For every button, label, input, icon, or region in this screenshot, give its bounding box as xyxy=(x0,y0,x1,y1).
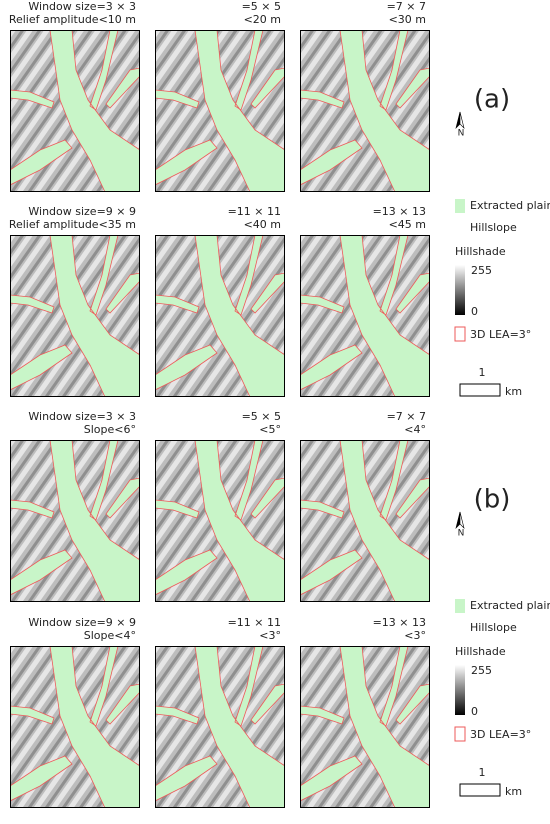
panel-title: Window size=3 × 3 xyxy=(28,410,136,423)
scale-bar xyxy=(459,383,501,397)
legend-hillslope: Hillslope xyxy=(470,221,517,234)
ramp-low: 0 xyxy=(471,305,478,318)
legend-hillshade: Hillshade xyxy=(455,245,506,258)
panel-subtitle: <20 m xyxy=(244,13,281,26)
panel-subtitle: <3° xyxy=(404,629,426,642)
legend-plain: Extracted plain xyxy=(470,199,550,212)
map-panel xyxy=(10,646,140,808)
scale-value: 1 xyxy=(479,366,486,379)
map-panel xyxy=(155,440,285,602)
panel-subtitle: <45 m xyxy=(389,218,426,231)
section-label: (a) xyxy=(474,85,510,115)
map-panel xyxy=(300,235,430,397)
map-panel xyxy=(300,440,430,602)
hillshade-ramp xyxy=(455,265,465,315)
legend-hillshade: Hillshade xyxy=(455,645,506,658)
boundary-swatch xyxy=(454,726,466,742)
plain-swatch xyxy=(455,599,465,613)
panel-title: =11 × 11 xyxy=(228,205,281,218)
legend-hillslope: Hillslope xyxy=(470,621,517,634)
legend-boundary: 3D LEA=3° xyxy=(470,728,531,741)
scale-bar xyxy=(459,783,501,797)
panel-subtitle: <3° xyxy=(259,629,281,642)
hillshade-ramp xyxy=(455,665,465,715)
north-label: N xyxy=(458,129,465,139)
ramp-high: 255 xyxy=(471,664,492,677)
panel-title: Window size=9 × 9 xyxy=(28,616,136,629)
map-panel xyxy=(10,235,140,397)
scale-unit: km xyxy=(505,785,522,798)
panel-subtitle: Relief amplitude<10 m xyxy=(9,13,136,26)
north-arrow-half xyxy=(459,111,465,129)
scale-value: 1 xyxy=(479,766,486,779)
map-panel xyxy=(155,235,285,397)
panel-subtitle: <40 m xyxy=(244,218,281,231)
panel-title: =11 × 11 xyxy=(228,616,281,629)
map-panel xyxy=(155,30,285,192)
ramp-high: 255 xyxy=(471,264,492,277)
north-arrow xyxy=(455,511,461,529)
boundary-swatch xyxy=(454,326,466,342)
panel-title: =13 × 13 xyxy=(373,616,426,629)
panel-subtitle: <5° xyxy=(259,423,281,436)
panel-title: =5 × 5 xyxy=(242,410,281,423)
ramp-low: 0 xyxy=(471,705,478,718)
panel-title: Window size=9 × 9 xyxy=(28,205,136,218)
panel-title: =7 × 7 xyxy=(387,410,426,423)
legend-plain: Extracted plain xyxy=(470,599,550,612)
panel-subtitle: <30 m xyxy=(389,13,426,26)
map-panel xyxy=(300,646,430,808)
map-panel xyxy=(155,646,285,808)
legend-boundary: 3D LEA=3° xyxy=(470,328,531,341)
scale-unit: km xyxy=(505,385,522,398)
panel-subtitle: Relief amplitude<35 m xyxy=(9,218,136,231)
north-arrow xyxy=(455,111,461,129)
map-panel xyxy=(10,30,140,192)
panel-subtitle: <4° xyxy=(404,423,426,436)
map-panel xyxy=(10,440,140,602)
panel-subtitle: Slope<6° xyxy=(84,423,136,436)
section-label: (b) xyxy=(474,485,511,515)
panel-subtitle: Slope<4° xyxy=(84,629,136,642)
plain-swatch xyxy=(455,199,465,213)
panel-title: =7 × 7 xyxy=(387,0,426,13)
map-panel xyxy=(300,30,430,192)
panel-title: =13 × 13 xyxy=(373,205,426,218)
panel-title: Window size=3 × 3 xyxy=(28,0,136,13)
panel-title: =5 × 5 xyxy=(242,0,281,13)
north-label: N xyxy=(458,529,465,539)
north-arrow-half xyxy=(459,511,465,529)
